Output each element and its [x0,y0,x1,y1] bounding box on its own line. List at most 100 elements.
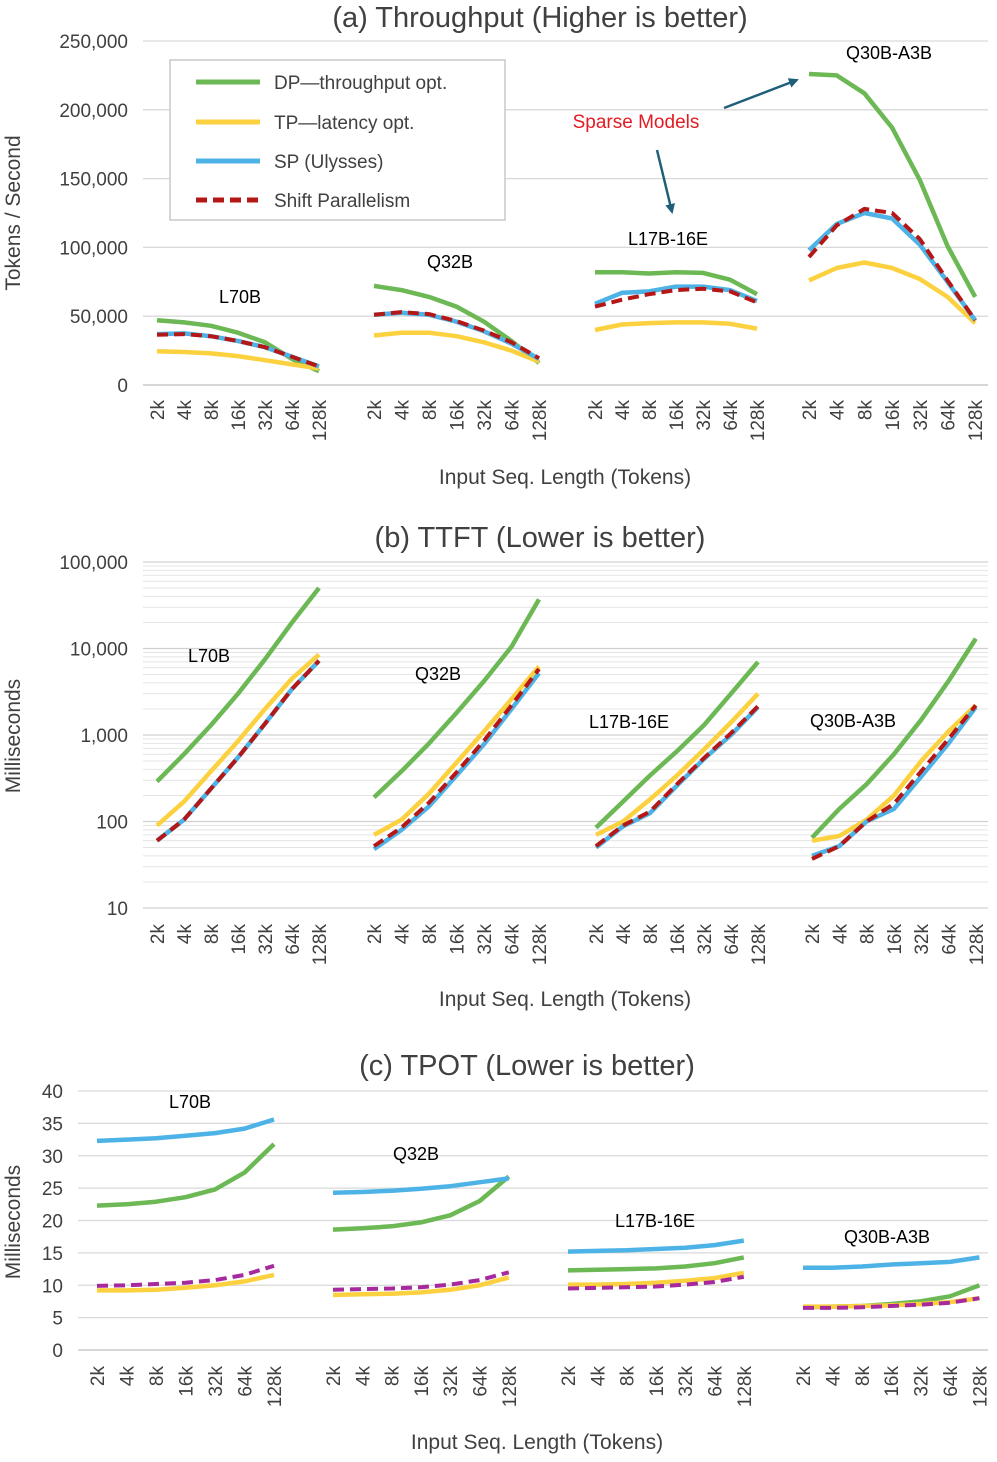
throughput-series-shift [156,332,320,369]
throughput-x-tick-label: 8k [420,400,441,421]
tpot-y-tick-label: 20 [42,1212,63,1233]
ttft-x-tick-label: 32k [475,924,496,955]
tpot-y-tick-label: 25 [42,1179,63,1200]
ttft-y-tick-label: 1,000 [80,726,128,747]
tpot-y-tick-label: 10 [42,1276,63,1297]
tpot-group-label: L17B-16E [615,1211,695,1231]
ttft-y-tick-label: 100,000 [59,553,128,574]
throughput-y-tick-label: 200,000 [59,101,128,122]
ttft-series-sp [372,671,541,851]
throughput-series-shift [594,286,758,309]
throughput-y-tick-label: 150,000 [59,170,128,191]
ttft-y-tick-label: 100 [96,813,128,834]
throughput-group-label: L70B [219,287,261,307]
tpot-series-shift [332,1270,510,1292]
throughput-series-dp [595,269,759,297]
ttft-x-tick-label: 4k [830,924,851,945]
ttft-x-tick-label: 4k [393,924,414,945]
legend: DP—throughput opt. TP—latency opt. SP (U… [169,59,506,221]
throughput-series-tp [594,320,758,333]
tpot-y-axis-title: Milliseconds [2,1165,25,1279]
throughput-x-tick-label: 4k [175,400,196,421]
throughput-x-tick-label: 128k [530,400,551,442]
throughput-x-tick-label: 32k [256,400,277,431]
tpot-series-dp [332,1174,511,1232]
tpot-series-dp [96,1142,276,1208]
tpot-x-tick-label: 4k [118,1366,139,1387]
ttft-x-tick-label: 2k [587,924,608,945]
ttft-x-axis-title: Input Seq. Length (Tokens) [439,988,691,1011]
ttft-x-tick-label: 128k [749,924,770,966]
tpot-x-tick-label: 64k [236,1366,257,1397]
throughput-x-tick-label: 16k [667,400,688,431]
ttft-y-tick-label: 10 [107,899,128,920]
sparse-arrow-right [723,78,799,110]
ttft-x-tick-label: 64k [503,924,524,955]
throughput-x-tick-label: 16k [229,400,250,431]
throughput-x-tick-label: 128k [748,400,769,442]
ttft-x-tick-label: 128k [310,924,331,966]
tpot-x-tick-label: 16k [882,1366,903,1397]
tpot-x-tick-label: 128k [265,1366,286,1408]
tpot-x-tick-label: 64k [471,1366,492,1397]
tpot-x-tick-label: 8k [618,1366,639,1387]
throughput-title: (a) Throughput (Higher is better) [332,2,747,34]
ttft-series-sp [811,705,978,859]
throughput-x-tick-label: 128k [310,400,331,442]
ttft-x-tick-label: 128k [530,924,551,966]
throughput-series-dp [808,71,978,298]
ttft-x-tick-label: 16k [448,924,469,955]
tpot-series-tp [568,1270,745,1287]
throughput-x-tick-label: 16k [448,400,469,431]
throughput-y-axis-title: Tokens / Second [2,135,25,290]
ttft-y-axis-title: Milliseconds [2,679,25,793]
throughput-x-tick-label: 16k [883,400,904,431]
ttft-series-tp [372,665,541,837]
legend-box [169,59,506,221]
tpot-title: (c) TPOT (Lower is better) [359,1050,695,1082]
throughput-x-tick-label: 8k [202,400,223,421]
throughput-y-tick-label: 100,000 [59,238,128,259]
ttft-x-tick-label: 2k [148,924,169,945]
throughput-series-shift [373,310,541,360]
ttft-x-tick-label: 128k [967,924,988,966]
throughput-x-tick-label: 64k [721,400,742,431]
ttft-x-tick-label: 8k [420,924,441,945]
throughput-x-tick-label: 4k [393,400,414,421]
ttft-x-tick-label: 64k [722,924,743,955]
throughput-series-tp [373,330,540,364]
throughput-x-tick-label: 8k [855,400,876,421]
ttft-series-dp [594,660,760,830]
ttft-series-dp [155,586,321,784]
throughput-series-shift [807,206,977,322]
ttft-series-shift [372,667,541,848]
ttft-x-tick-label: 32k [695,924,716,955]
tpot-y-tick-label: 40 [42,1082,63,1103]
ttft-series-shift [155,659,321,843]
legend-label-dp: DP—throughput opt. [274,73,447,94]
sparse-arrow-down [655,149,675,214]
ttft-x-tick-label: 8k [641,924,662,945]
ttft-y-tick-label: 10,000 [70,640,128,661]
ttft-group-label: Q32B [415,664,461,684]
legend-label-shift: Shift Parallelism [274,191,410,212]
ttft-x-tick-label: 2k [365,924,386,945]
tpot-y-tick-label: 30 [42,1147,63,1168]
sparse-models-annotation: Sparse Models [573,112,700,133]
throughput-x-tick-label: 8k [640,400,661,421]
ttft-x-tick-label: 64k [940,924,961,955]
throughput-x-tick-label: 2k [365,400,386,421]
ttft-series-shift [594,704,760,848]
tpot-group-label: L70B [169,1092,211,1112]
tpot-series-sp [567,1238,745,1254]
ttft-x-tick-label: 4k [175,924,196,945]
tpot-x-tick-label: 32k [441,1366,462,1397]
ttft-x-tick-label: 16k [668,924,689,955]
tpot-series-sp [803,1255,980,1271]
tpot-x-tick-label: 2k [324,1366,345,1387]
throughput-group-label: L17B-16E [628,229,708,249]
ttft-title: (b) TTFT (Lower is better) [375,522,706,554]
tpot-x-tick-label: 64k [706,1366,727,1397]
throughput-series-tp [808,260,977,325]
throughput-x-tick-label: 64k [283,400,304,431]
